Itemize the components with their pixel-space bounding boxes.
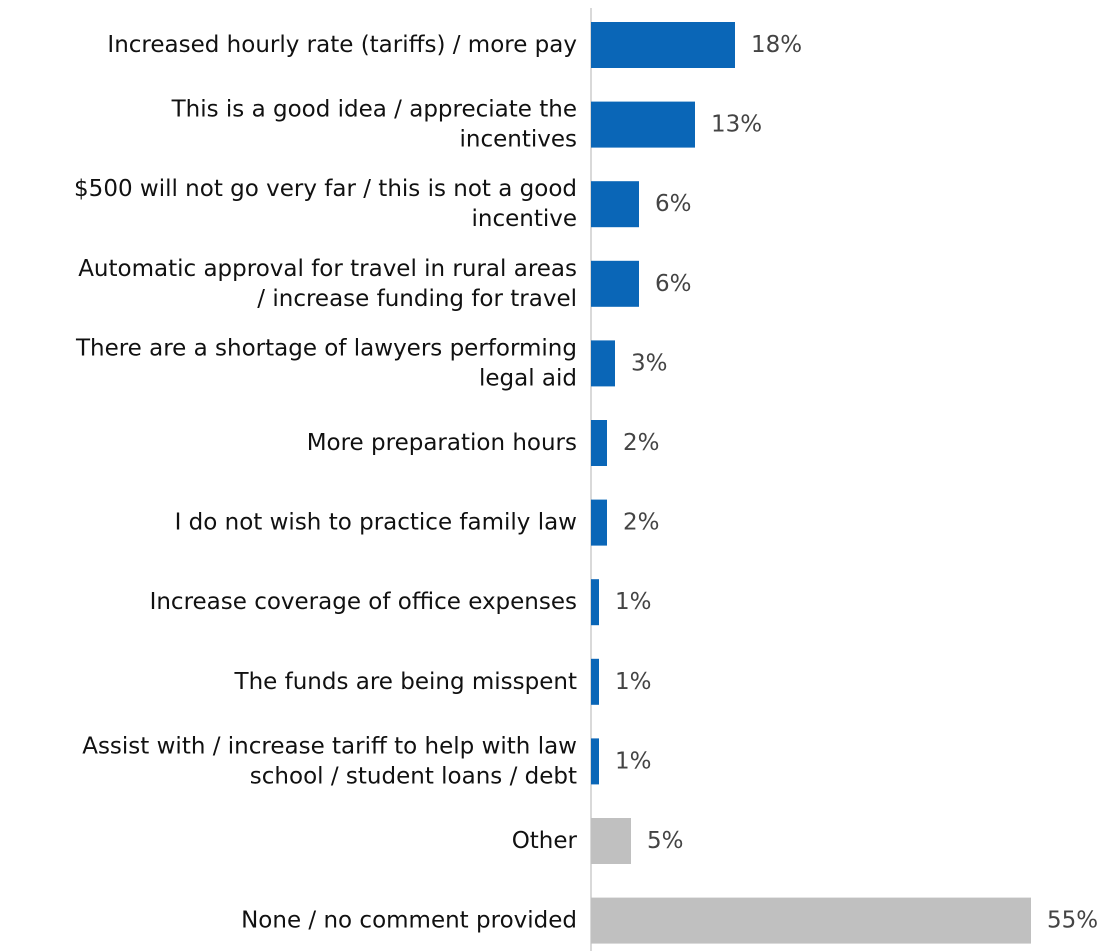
category-label: There are a shortage of lawyers performi… xyxy=(75,335,577,391)
value-label: 6% xyxy=(655,191,692,217)
bar xyxy=(591,101,695,148)
category-label: The funds are being misspent xyxy=(234,669,577,695)
bar xyxy=(591,897,1031,944)
bar xyxy=(591,340,615,387)
value-label: 55% xyxy=(1047,908,1098,934)
bar xyxy=(591,579,599,626)
bar xyxy=(591,420,607,466)
category-label: Other xyxy=(512,828,578,854)
category-label: More preparation hours xyxy=(307,430,577,456)
category-label: None / no comment provided xyxy=(241,908,577,934)
value-label: 1% xyxy=(615,589,652,615)
category-label: This is a good idea / appreciate the ince… xyxy=(171,97,577,153)
category-label: I do not wish to practice family law xyxy=(175,510,577,536)
value-label: 18% xyxy=(751,32,802,58)
value-label: 13% xyxy=(711,112,762,138)
value-label: 2% xyxy=(623,510,660,536)
bar xyxy=(591,738,599,785)
bar xyxy=(591,260,639,307)
value-label: 1% xyxy=(615,748,652,774)
category-label: Assist with / increase tariff to help wi… xyxy=(82,733,577,789)
bar xyxy=(591,22,735,68)
value-label: 3% xyxy=(631,350,668,376)
value-label: 2% xyxy=(623,430,660,456)
value-label: 6% xyxy=(655,271,692,297)
bar xyxy=(591,499,607,546)
category-label: Increase coverage of office expenses xyxy=(150,589,577,615)
category-label: $500 will not go very far / this is not … xyxy=(74,176,577,232)
bar xyxy=(591,818,631,864)
category-label: Increased hourly rate (tariffs) / more p… xyxy=(107,32,577,58)
bar xyxy=(591,181,639,228)
category-label: Automatic approval for travel in rural a… xyxy=(78,256,577,312)
value-label: 1% xyxy=(615,669,652,695)
value-label: 5% xyxy=(647,828,684,854)
bar xyxy=(591,658,599,705)
